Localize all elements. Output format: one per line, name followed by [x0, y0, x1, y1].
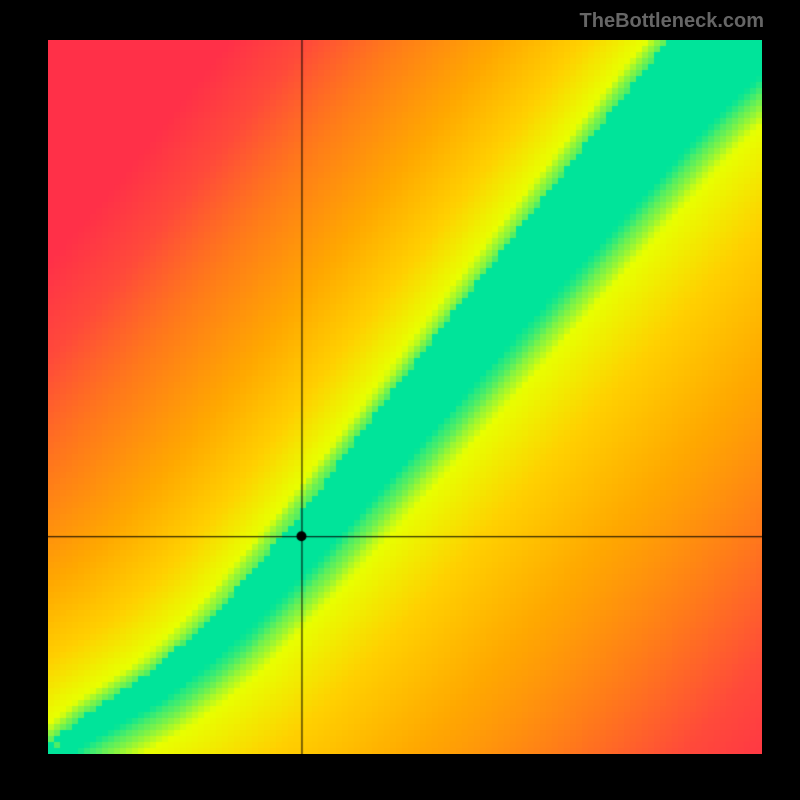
heatmap-canvas	[48, 40, 762, 754]
watermark-text: TheBottleneck.com	[580, 10, 764, 33]
bottleneck-heatmap	[48, 40, 762, 754]
